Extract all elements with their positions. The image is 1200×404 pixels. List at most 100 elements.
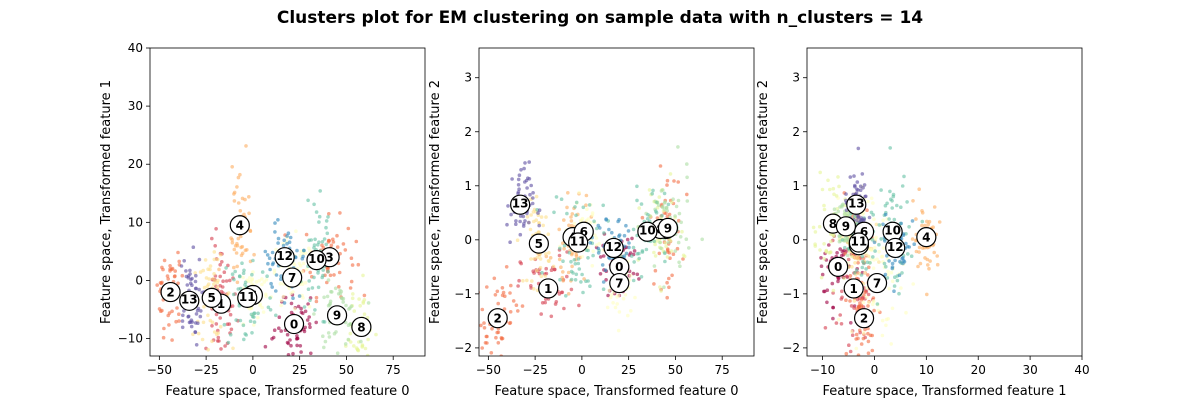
scatter-point [920, 219, 925, 224]
scatter-point [916, 264, 920, 269]
scatter-point [176, 250, 180, 255]
scatter-point [928, 259, 932, 263]
scatter-point [661, 204, 665, 209]
scatter-point [210, 324, 214, 328]
scatter-point [500, 286, 505, 290]
scatter-point [914, 249, 919, 254]
scatter-point [242, 268, 246, 273]
scatter-point [902, 260, 907, 264]
scatter-point [279, 298, 284, 303]
scatter-point [349, 279, 354, 284]
scatter-point [871, 255, 875, 259]
scatter-point [844, 298, 848, 303]
scatter-point [584, 279, 588, 284]
scatter-point [870, 348, 875, 353]
scatter-point [846, 257, 851, 262]
x-tick-label: −50 [147, 363, 172, 377]
scatter-point [186, 315, 190, 319]
scatter-point [322, 237, 327, 241]
scatter-point [631, 271, 636, 276]
scatter-point [191, 332, 195, 337]
cluster-center-label: 7 [615, 276, 623, 290]
scatter-point [617, 310, 622, 314]
cluster-center-7: 7 [282, 267, 303, 288]
scatter-point [263, 344, 268, 349]
scatter-point [828, 250, 832, 255]
scatter-point [285, 340, 290, 345]
scatter-point [677, 211, 682, 216]
scatter-point [184, 269, 188, 273]
scatter-point [479, 323, 483, 328]
x-tick-label: 30 [1022, 363, 1037, 377]
y-tick-label: 40 [128, 41, 143, 55]
scatter-point [527, 220, 531, 225]
cluster-center-13: 13 [846, 194, 867, 215]
scatter-point [838, 247, 842, 251]
cluster-center-marker [274, 247, 295, 268]
scatter-point [343, 248, 348, 252]
scatter-point [346, 337, 351, 342]
scatter-point [335, 351, 340, 356]
scatter-point [852, 214, 857, 219]
scatter-point [350, 263, 355, 267]
scatter-point [348, 286, 353, 290]
scatter-point [343, 342, 348, 346]
scatter-point [685, 199, 690, 203]
scatter-point [884, 323, 888, 328]
scatter-point [272, 328, 277, 333]
scatter-point [366, 301, 371, 305]
scatter-point [840, 249, 845, 254]
scatter-point [822, 207, 827, 212]
scatter-point [546, 259, 551, 263]
scatter-point [167, 323, 171, 327]
cluster-center-11: 11 [568, 232, 589, 253]
scatter-point [517, 187, 521, 191]
scatter-point [570, 212, 575, 216]
scatter-point [927, 219, 932, 224]
cluster-center-label: 6 [860, 225, 868, 239]
scatter-point [173, 274, 177, 278]
scatter-point [226, 340, 231, 345]
scatter-point [530, 201, 535, 206]
scatter-point [637, 251, 641, 256]
scatter-point [877, 242, 881, 247]
scatter-point [826, 178, 830, 183]
scatter-point [845, 211, 849, 215]
scatter-point [687, 246, 691, 250]
cluster-center-marker [538, 278, 559, 299]
scatter-point [859, 342, 864, 346]
scatter-point [201, 268, 205, 273]
scatter-point [270, 262, 275, 267]
scatter-point [666, 202, 671, 207]
scatter-point [232, 247, 237, 252]
scatter-point [889, 197, 893, 202]
scatter-point [312, 275, 316, 280]
scatter-point [321, 334, 325, 339]
scatter-point [240, 261, 244, 266]
scatter-point [235, 243, 240, 248]
scatter-point [925, 292, 929, 297]
scatter-point [872, 246, 877, 250]
scatter-point [226, 263, 230, 268]
scatter-point [203, 258, 208, 262]
scatter-point [574, 272, 579, 277]
scatter-point [313, 237, 317, 242]
scatter-point [344, 303, 348, 308]
scatter-point [314, 295, 319, 300]
scatter-point [162, 258, 167, 263]
scatter-point [842, 212, 847, 216]
cluster-center-marker [237, 287, 258, 308]
scatter-point [559, 290, 564, 295]
scatter-point [626, 229, 631, 233]
scatter-point [217, 267, 221, 272]
scatter-point [324, 219, 329, 223]
scatter-point [525, 186, 529, 190]
cluster-center-12: 12 [603, 237, 624, 259]
scatter-point [861, 212, 865, 216]
scatter-point [855, 218, 859, 223]
scatter-point [567, 223, 571, 228]
scatter-point [853, 271, 857, 275]
scatter-point [850, 333, 855, 338]
scatter-point [536, 211, 540, 215]
